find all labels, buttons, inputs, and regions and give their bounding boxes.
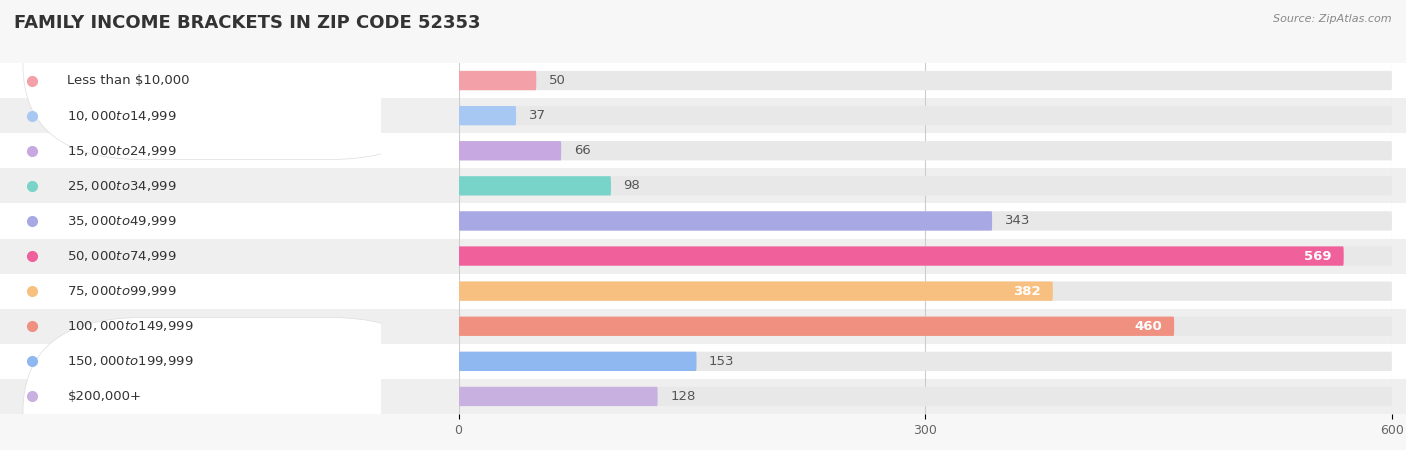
FancyBboxPatch shape — [0, 379, 1406, 414]
FancyBboxPatch shape — [381, 63, 1406, 98]
FancyBboxPatch shape — [458, 352, 696, 371]
Text: 37: 37 — [529, 109, 546, 122]
FancyBboxPatch shape — [0, 238, 1406, 274]
FancyBboxPatch shape — [381, 98, 1406, 133]
FancyBboxPatch shape — [458, 71, 536, 90]
FancyBboxPatch shape — [0, 309, 1406, 344]
Text: $75,000 to $99,999: $75,000 to $99,999 — [67, 284, 177, 298]
FancyBboxPatch shape — [458, 176, 612, 195]
FancyBboxPatch shape — [0, 98, 1406, 133]
Text: 128: 128 — [671, 390, 696, 403]
Text: $15,000 to $24,999: $15,000 to $24,999 — [67, 144, 177, 158]
Text: 153: 153 — [709, 355, 734, 368]
Text: 50: 50 — [548, 74, 565, 87]
Text: 460: 460 — [1135, 320, 1161, 333]
FancyBboxPatch shape — [458, 387, 1392, 406]
Text: Less than $10,000: Less than $10,000 — [67, 74, 190, 87]
FancyBboxPatch shape — [458, 247, 1392, 266]
FancyBboxPatch shape — [0, 133, 1406, 168]
FancyBboxPatch shape — [381, 238, 1406, 274]
Text: $100,000 to $149,999: $100,000 to $149,999 — [67, 319, 194, 333]
FancyBboxPatch shape — [22, 318, 450, 450]
Text: $25,000 to $34,999: $25,000 to $34,999 — [67, 179, 177, 193]
FancyBboxPatch shape — [381, 203, 1406, 238]
FancyBboxPatch shape — [458, 106, 1392, 125]
FancyBboxPatch shape — [0, 203, 1406, 238]
Text: 66: 66 — [574, 144, 591, 157]
FancyBboxPatch shape — [458, 387, 658, 406]
Text: 569: 569 — [1303, 250, 1331, 262]
FancyBboxPatch shape — [458, 141, 561, 160]
FancyBboxPatch shape — [381, 309, 1406, 344]
FancyBboxPatch shape — [0, 344, 1406, 379]
FancyBboxPatch shape — [458, 71, 1392, 90]
FancyBboxPatch shape — [458, 106, 516, 125]
FancyBboxPatch shape — [458, 176, 1392, 195]
FancyBboxPatch shape — [0, 168, 1406, 203]
Text: $50,000 to $74,999: $50,000 to $74,999 — [67, 249, 177, 263]
FancyBboxPatch shape — [458, 247, 1344, 266]
FancyBboxPatch shape — [381, 133, 1406, 168]
FancyBboxPatch shape — [458, 212, 1392, 230]
FancyBboxPatch shape — [22, 0, 450, 160]
FancyBboxPatch shape — [381, 274, 1406, 309]
FancyBboxPatch shape — [381, 344, 1406, 379]
Text: $10,000 to $14,999: $10,000 to $14,999 — [67, 108, 177, 123]
FancyBboxPatch shape — [458, 141, 1392, 160]
FancyBboxPatch shape — [381, 379, 1406, 414]
Text: $35,000 to $49,999: $35,000 to $49,999 — [67, 214, 177, 228]
Text: FAMILY INCOME BRACKETS IN ZIP CODE 52353: FAMILY INCOME BRACKETS IN ZIP CODE 52353 — [14, 14, 481, 32]
Text: 98: 98 — [623, 180, 640, 192]
FancyBboxPatch shape — [458, 282, 1053, 301]
Text: $150,000 to $199,999: $150,000 to $199,999 — [67, 354, 194, 369]
Text: $200,000+: $200,000+ — [67, 390, 142, 403]
FancyBboxPatch shape — [458, 352, 1392, 371]
FancyBboxPatch shape — [381, 168, 1406, 203]
FancyBboxPatch shape — [0, 63, 1406, 98]
FancyBboxPatch shape — [458, 317, 1392, 336]
FancyBboxPatch shape — [458, 282, 1392, 301]
Text: Source: ZipAtlas.com: Source: ZipAtlas.com — [1274, 14, 1392, 23]
FancyBboxPatch shape — [0, 274, 1406, 309]
Text: 382: 382 — [1012, 285, 1040, 297]
Text: 343: 343 — [1004, 215, 1031, 227]
FancyBboxPatch shape — [458, 317, 1174, 336]
FancyBboxPatch shape — [458, 212, 993, 230]
